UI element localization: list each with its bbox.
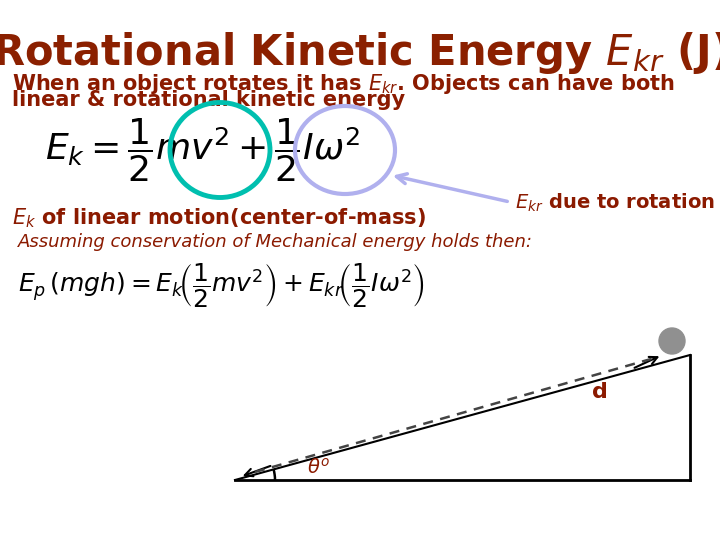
Text: When an object rotates it has $E_{kr}$. Objects can have both: When an object rotates it has $E_{kr}$. …: [12, 72, 675, 96]
Text: Rotational Kinetic Energy $E_{kr}$ (J): Rotational Kinetic Energy $E_{kr}$ (J): [0, 30, 720, 76]
Text: $E_k = \dfrac{1}{2}mv^2+\dfrac{1}{2}I\omega^2$: $E_k = \dfrac{1}{2}mv^2+\dfrac{1}{2}I\om…: [45, 116, 361, 184]
Text: $E_p\,(mgh) = E_k\!\left(\dfrac{1}{2}mv^2\right)+E_{kr}\!\left(\dfrac{1}{2}I\ome: $E_p\,(mgh) = E_k\!\left(\dfrac{1}{2}mv^…: [18, 261, 425, 309]
Text: linear & rotational kinetic energy: linear & rotational kinetic energy: [12, 90, 405, 110]
Text: d: d: [592, 382, 608, 402]
Text: $E_k$ of linear motion(center-of-mass): $E_k$ of linear motion(center-of-mass): [12, 206, 426, 230]
Text: $E_{kr}$ due to rotation: $E_{kr}$ due to rotation: [515, 192, 715, 214]
Circle shape: [659, 328, 685, 354]
Text: $\theta^o$: $\theta^o$: [307, 458, 330, 478]
Text: Assuming conservation of Mechanical energy holds then:: Assuming conservation of Mechanical ener…: [18, 233, 533, 251]
